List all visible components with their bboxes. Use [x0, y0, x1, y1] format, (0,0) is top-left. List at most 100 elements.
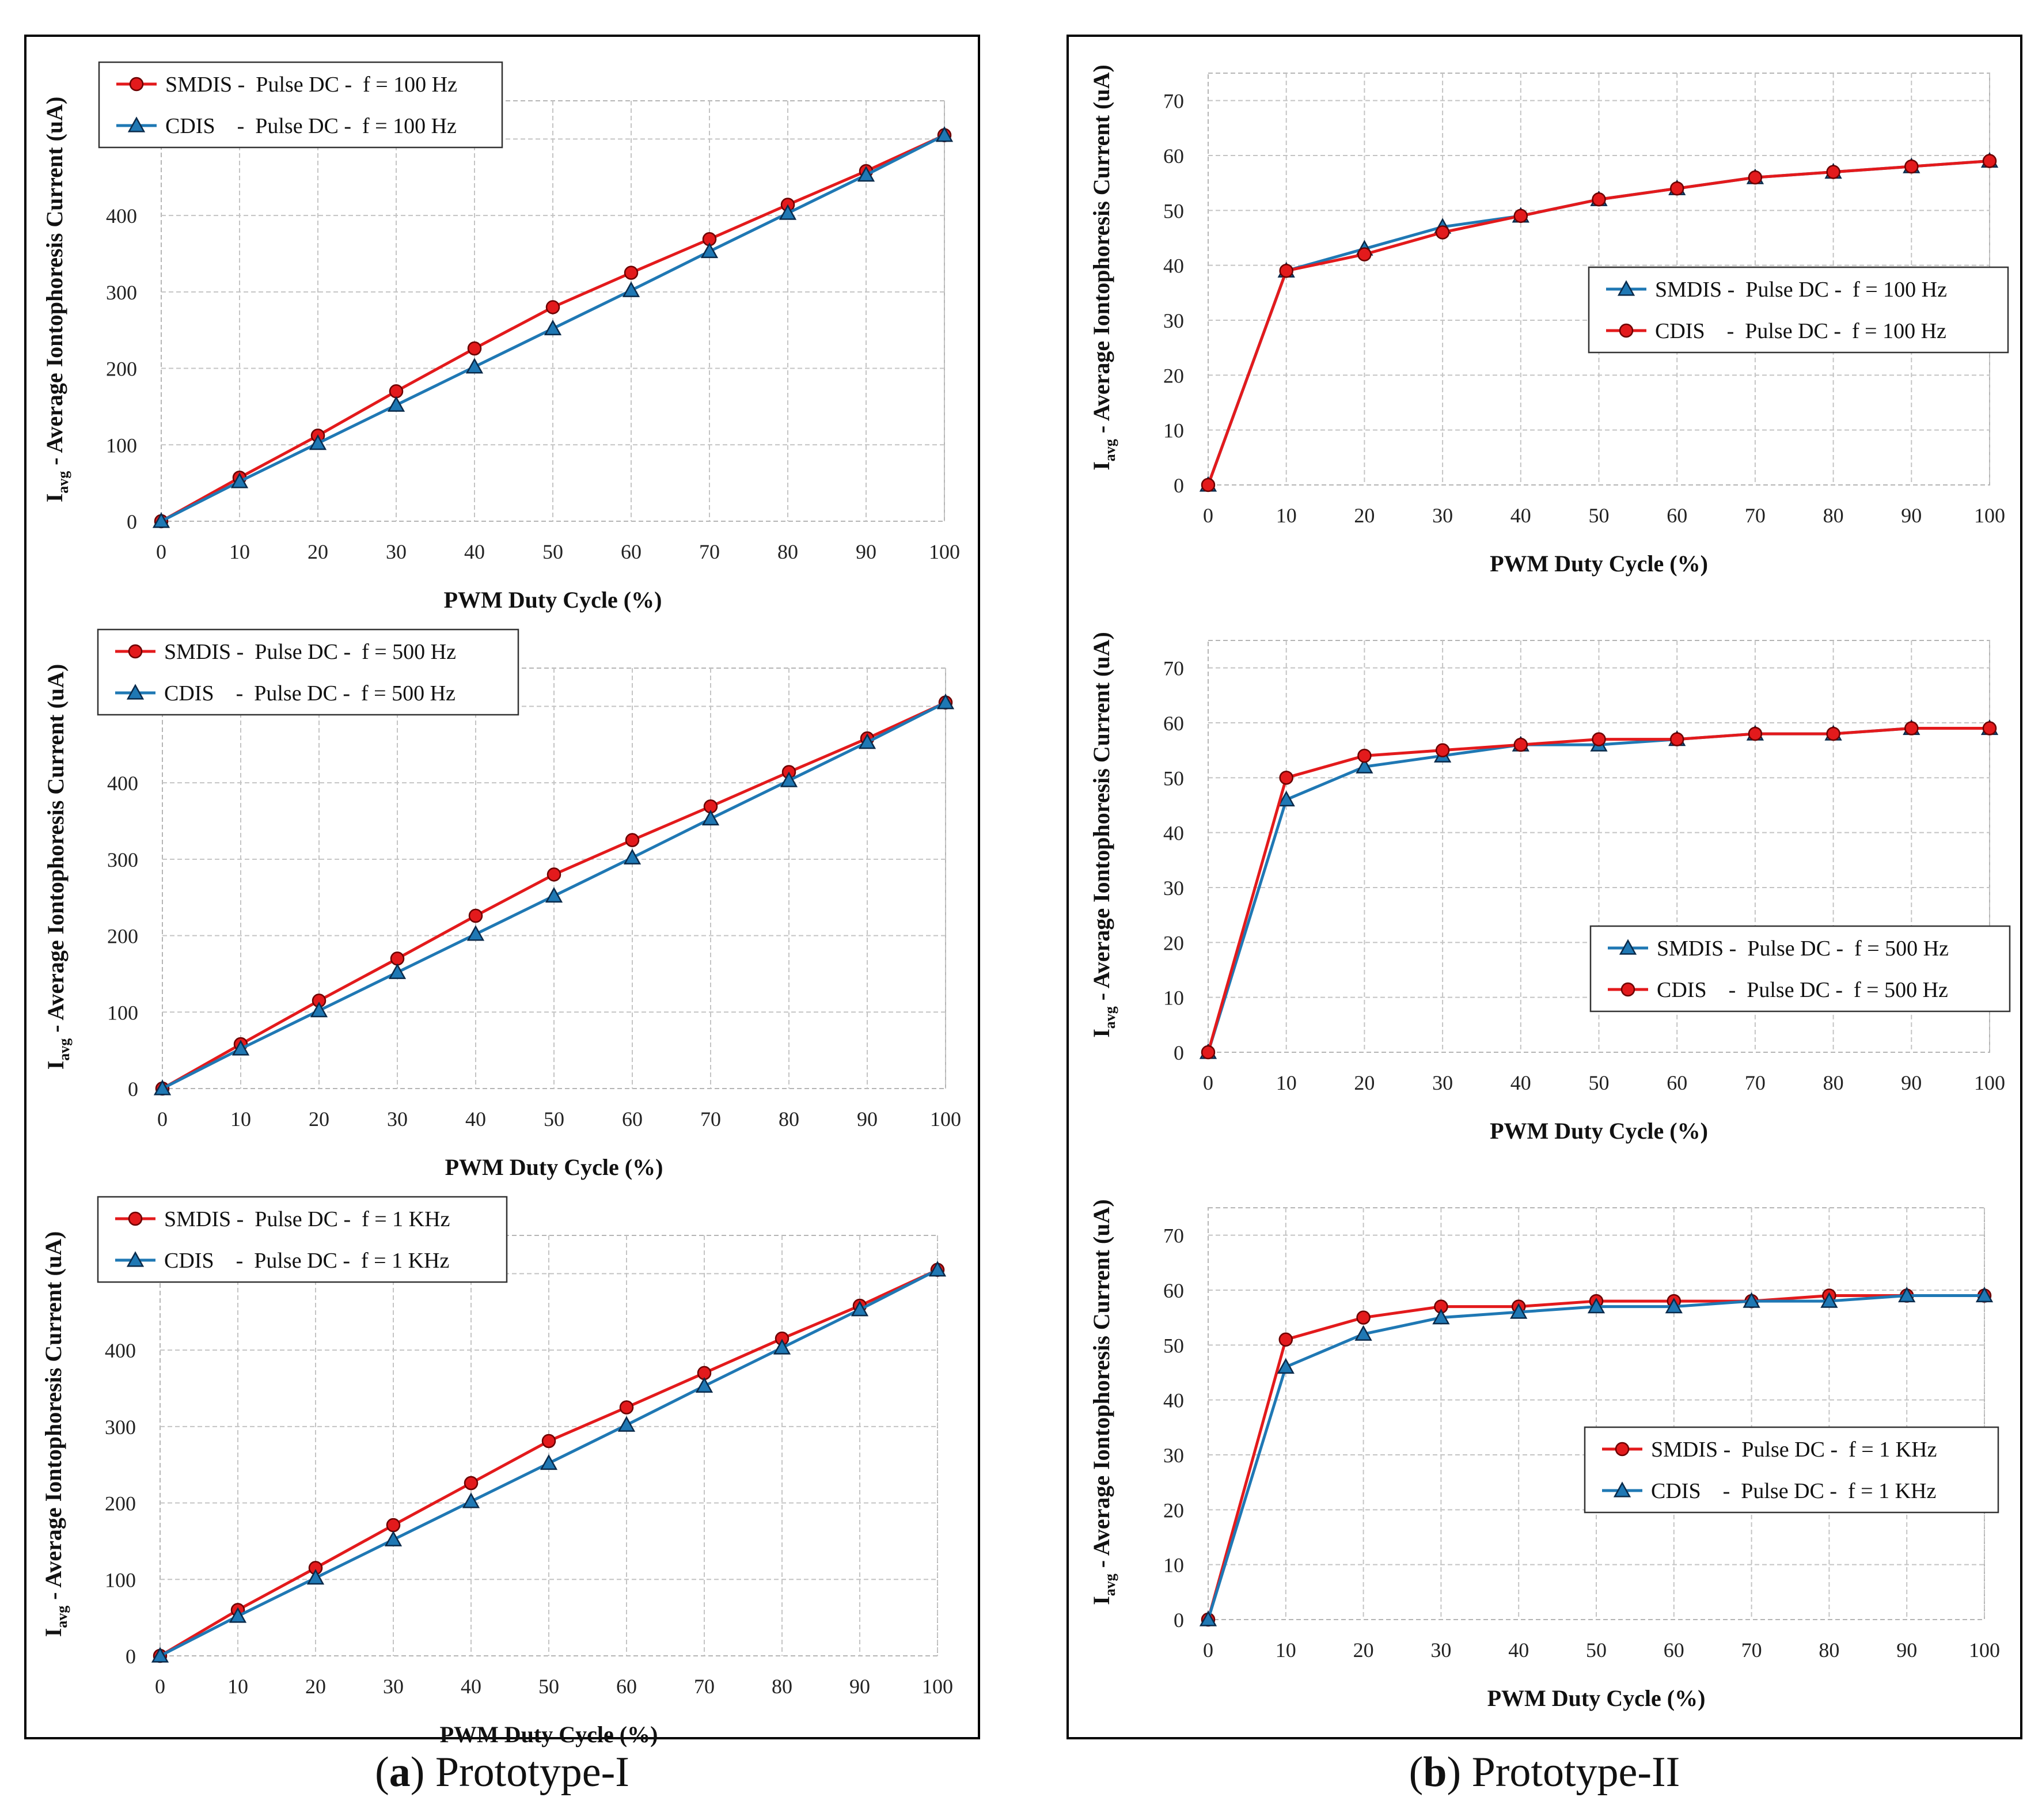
panel-a-frame — [24, 35, 980, 1739]
legend-label: CDIS - Pulse DC - f = 100 Hz — [1655, 319, 1946, 343]
series-2 — [152, 126, 954, 528]
x-tick-label: 50 — [538, 1675, 559, 1698]
x-tick-label: 60 — [616, 1675, 637, 1698]
x-tick-label: 70 — [1745, 1071, 1766, 1094]
data-point — [540, 1454, 558, 1470]
data-point — [1665, 1298, 1683, 1314]
y-tick-label: 50 — [1163, 767, 1184, 790]
y-tick-label: 20 — [1163, 364, 1184, 387]
y-tick-label: 60 — [1163, 1279, 1184, 1302]
y-tick-label: 70 — [1163, 90, 1184, 113]
data-point — [1279, 771, 1293, 785]
x-tick-label: 10 — [230, 1108, 251, 1131]
data-point — [152, 512, 170, 528]
y-tick-label: 70 — [1163, 657, 1184, 680]
legend-label: CDIS - Pulse DC - f = 100 Hz — [165, 114, 457, 138]
caption-a-letter: a — [389, 1749, 411, 1796]
legend: SMDIS - Pulse DC - f = 100 Hz CDIS - Puls… — [98, 61, 503, 149]
data-point — [546, 867, 561, 882]
data-point — [1587, 1298, 1605, 1314]
data-point — [1435, 743, 1450, 757]
data-point — [1904, 721, 1919, 735]
caption-a: (a) Prototype-I — [375, 1749, 629, 1796]
data-point — [1826, 726, 1840, 741]
data-point — [780, 771, 798, 787]
y-tick-label: 30 — [1163, 1444, 1184, 1467]
data-point — [310, 1002, 328, 1018]
y-tick-label: 10 — [1163, 419, 1184, 442]
series-2 — [153, 693, 955, 1095]
data-point — [545, 300, 560, 314]
y-tick-label: 100 — [105, 1568, 136, 1591]
series-2 — [151, 1261, 947, 1663]
legend-marker — [1619, 939, 1637, 955]
data-point — [544, 319, 562, 336]
x-tick-label: 30 — [1432, 504, 1453, 527]
x-tick-label: 80 — [779, 1108, 799, 1131]
chart-b2: 0 10 20 30 40 50 60 70 0 10 20 30 40 50 60 70 80 90 100 PWM… — [1088, 632, 2011, 1144]
y-tick-label: 200 — [105, 1492, 136, 1515]
x-tick-label: 10 — [1276, 1071, 1297, 1094]
x-tick-label: 100 — [1974, 1071, 2005, 1094]
data-point — [701, 809, 720, 826]
y-tick-label: 30 — [1163, 309, 1184, 332]
data-point — [1199, 1610, 1217, 1626]
data-point — [1354, 1325, 1372, 1341]
x-tick-label: 50 — [1586, 1639, 1607, 1662]
data-point — [466, 925, 485, 941]
data-point — [1669, 732, 1684, 746]
chart-a2: 01002003004005000102030405060708090100PW… — [43, 628, 961, 1180]
data-point — [468, 908, 483, 923]
x-axis-label: PWM Duty Cycle (%) — [1487, 1685, 1706, 1711]
data-point — [1904, 159, 1919, 174]
legend-box — [97, 1196, 508, 1283]
data-point — [309, 434, 327, 450]
chart-a3: 01002003004005000102030405060708090100PW… — [40, 1196, 953, 1747]
x-tick-label: 80 — [1823, 1071, 1844, 1094]
x-tick-label: 0 — [1203, 1071, 1213, 1094]
y-axis-label: Iavg - Average Iontophoresis Current (uA… — [1088, 632, 1118, 1038]
legend-label: CDIS - Pulse DC - f = 1 KHz — [164, 1249, 449, 1273]
y-tick-label: 100 — [106, 434, 137, 457]
data-point — [229, 1607, 247, 1623]
y-tick-label: 300 — [106, 281, 137, 304]
data-point — [695, 1377, 713, 1393]
data-point — [851, 1300, 869, 1317]
x-tick-label: 90 — [849, 1675, 870, 1698]
data-point — [1748, 726, 1763, 741]
x-axis-label: PWM Duty Cycle (%) — [440, 1722, 658, 1747]
y-tick-label: 60 — [1163, 145, 1184, 168]
y-axis-label: Iavg - Average Iontophoresis Current (uA… — [40, 1231, 70, 1637]
data-point — [1975, 1286, 1994, 1303]
x-axis-label: PWM Duty Cycle (%) — [1490, 1118, 1708, 1144]
data-point — [858, 733, 876, 749]
legend-label: CDIS - Pulse DC - f = 500 Hz — [164, 681, 456, 706]
data-point — [1510, 1303, 1528, 1319]
x-tick-label: 40 — [1510, 1071, 1531, 1094]
x-tick-label: 40 — [1510, 504, 1531, 527]
data-point — [462, 1492, 480, 1508]
x-tick-label: 100 — [929, 540, 960, 563]
data-point — [1826, 165, 1840, 179]
x-tick-label: 0 — [157, 1108, 168, 1131]
y-axis-label: Iavg - Average Iontophoresis Current (uA… — [1088, 1199, 1118, 1605]
data-point — [230, 472, 249, 488]
data-point — [1592, 732, 1606, 746]
legend-marker — [127, 116, 146, 132]
data-point — [935, 126, 954, 142]
x-tick-label: 50 — [542, 540, 563, 563]
data-point — [1201, 477, 1216, 492]
legend-label: SMDIS - Pulse DC - f = 100 Hz — [165, 73, 457, 97]
y-tick-label: 10 — [1163, 987, 1184, 1010]
x-axis-label: PWM Duty Cycle (%) — [445, 1154, 663, 1180]
x-tick-label: 10 — [1276, 1639, 1296, 1662]
x-tick-label: 60 — [1664, 1639, 1684, 1662]
y-axis-label: Iavg - Average Iontophoresis Current (uA… — [41, 97, 71, 503]
x-tick-label: 60 — [622, 1108, 643, 1131]
legend-marker — [128, 1211, 143, 1226]
legend-marker — [129, 77, 144, 92]
data-point — [1277, 790, 1295, 807]
y-tick-label: 400 — [105, 1339, 136, 1362]
legend-marker — [1619, 323, 1634, 338]
x-tick-label: 90 — [857, 1108, 878, 1131]
